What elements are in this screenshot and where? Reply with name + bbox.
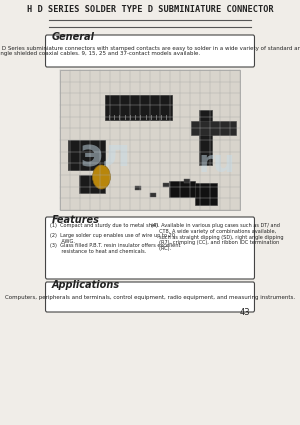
Text: (3)  Glass filled P.B.T. resin insulator offers excellent
       resistance to h: (3) Glass filled P.B.T. resin insulator … — [50, 243, 181, 254]
Text: (2)  Large solder cup enables use of wire up to 20
       AWG.: (2) Large solder cup enables use of wire… — [50, 233, 175, 244]
Text: H D SERIES SOLDER TYPE D SUBMINIATURE CONNECTOR: H D SERIES SOLDER TYPE D SUBMINIATURE CO… — [27, 5, 273, 14]
Text: Computers, peripherals and terminals, control equipment, radio equipment, and me: Computers, peripherals and terminals, co… — [5, 295, 295, 300]
Bar — [195, 183, 217, 205]
Text: эл: эл — [79, 136, 130, 174]
Bar — [164, 183, 169, 187]
Circle shape — [92, 165, 110, 189]
Bar — [61, 70, 240, 210]
Bar — [184, 179, 190, 183]
Bar — [199, 110, 212, 165]
FancyBboxPatch shape — [46, 35, 254, 67]
FancyBboxPatch shape — [46, 217, 254, 279]
Text: ru: ru — [199, 148, 235, 178]
Bar — [150, 193, 156, 197]
Bar — [105, 95, 172, 120]
FancyBboxPatch shape — [46, 282, 254, 312]
Text: General: General — [52, 32, 94, 42]
Text: Features: Features — [52, 215, 99, 225]
Bar — [135, 186, 141, 190]
Bar — [169, 181, 195, 197]
Text: 43: 43 — [240, 308, 251, 317]
Text: H D Series subminiature connectors with stamped contacts are easy to solder in a: H D Series subminiature connectors with … — [0, 45, 300, 57]
Text: Applications: Applications — [52, 280, 120, 290]
Bar — [79, 175, 105, 193]
Bar — [191, 121, 236, 135]
Text: (4)  Available in various plug cases such as DT/ and
     CT8. A wide variety of: (4) Available in various plug cases such… — [152, 223, 284, 251]
Text: (1)  Compact and sturdy due to metal shell.: (1) Compact and sturdy due to metal shel… — [50, 223, 160, 228]
Bar — [68, 140, 105, 170]
